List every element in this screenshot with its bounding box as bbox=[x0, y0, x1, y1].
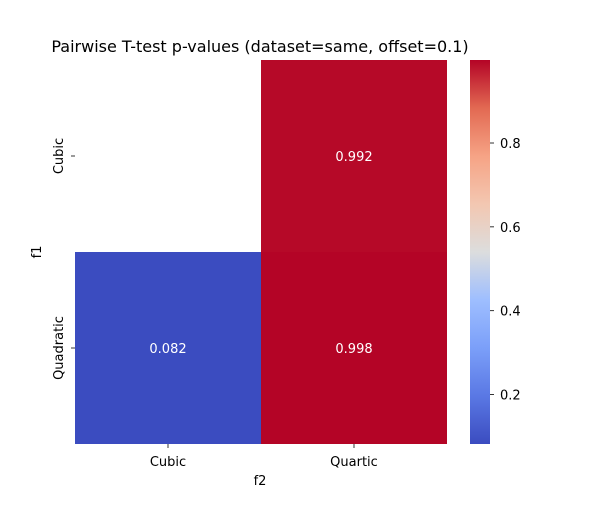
cell-value-label: 0.992 bbox=[335, 150, 372, 165]
heatmap-cell bbox=[75, 252, 261, 444]
y-axis-ticks: Cubic Quadratic bbox=[52, 138, 75, 380]
colorbar-tick-label: 0.4 bbox=[500, 305, 521, 320]
colorbar-tick-label: 0.2 bbox=[500, 389, 521, 404]
heatmap-cell bbox=[261, 252, 447, 444]
x-tick-label: Quartic bbox=[330, 455, 378, 470]
x-axis-label: f2 bbox=[254, 474, 267, 489]
x-axis-ticks: Cubic Quartic bbox=[150, 444, 378, 470]
x-tick-label: Cubic bbox=[150, 455, 186, 470]
cell-value-label: 0.082 bbox=[149, 342, 186, 357]
colorbar-tick-label: 0.6 bbox=[500, 221, 521, 236]
heatmap-cell bbox=[261, 60, 447, 252]
y-tick-label: Quadratic bbox=[52, 316, 67, 380]
y-axis-label: f1 bbox=[30, 246, 45, 259]
chart-title: Pairwise T-test p-values (dataset=same, … bbox=[51, 37, 468, 56]
colorbar-ticks: 0.2 0.4 0.6 0.8 bbox=[490, 137, 521, 404]
colorbar bbox=[470, 60, 490, 444]
heatmap-cells: 0.992 0.082 0.998 bbox=[75, 60, 447, 444]
y-tick-label: Cubic bbox=[52, 138, 67, 174]
cell-value-label: 0.998 bbox=[335, 342, 372, 357]
colorbar-tick-label: 0.8 bbox=[500, 137, 521, 152]
